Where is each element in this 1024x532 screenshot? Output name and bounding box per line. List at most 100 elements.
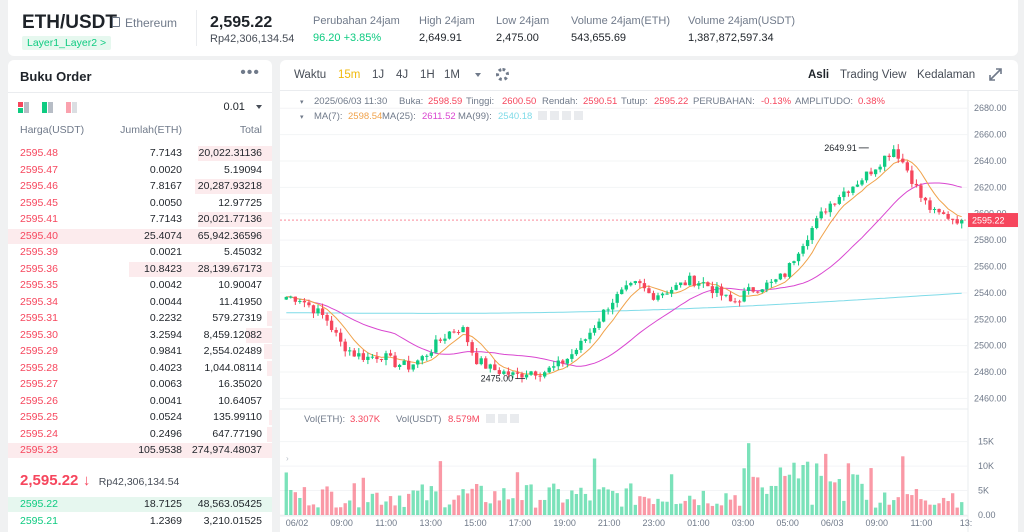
ask-row[interactable]: 2595.47 0.0020 5.19094	[8, 162, 272, 179]
candle	[456, 332, 461, 334]
row-total: 274,974.48037	[191, 444, 262, 456]
volume-bar	[339, 507, 343, 515]
volume-bar	[624, 488, 628, 515]
ask-row[interactable]: 2595.30 3.2594 8,459.12082	[8, 327, 272, 344]
ask-row[interactable]: 2595.28 0.4023 1,044.08114	[8, 360, 272, 377]
pair-symbol[interactable]: ETH/USDT	[22, 12, 117, 33]
view-both-icon[interactable]	[18, 102, 29, 113]
ask-row[interactable]: 2595.23 105.9538 274,974.48037	[8, 442, 272, 459]
ask-row[interactable]: 2595.41 7.7143 20,021.77136	[8, 211, 272, 228]
candle	[511, 372, 515, 375]
ask-row[interactable]: 2595.34 0.0044 11.41950	[8, 294, 272, 311]
layer-badge[interactable]: Layer1_Layer2 >	[22, 36, 112, 50]
interval-1j[interactable]: 1J	[372, 69, 385, 81]
legend-toggle-icon	[538, 111, 547, 120]
candle	[438, 339, 443, 341]
candle	[774, 279, 778, 282]
volume-bar	[638, 496, 642, 515]
row-total: 647.77190	[212, 427, 262, 440]
interval-15m[interactable]: 15m	[338, 69, 361, 81]
candle	[452, 331, 456, 333]
tick-size-select[interactable]: 0.01	[224, 101, 262, 113]
volume-bar	[520, 500, 524, 515]
ask-row[interactable]: 2595.35 0.0042 10.90047	[8, 277, 272, 294]
row-total: 3,210.01525	[203, 514, 262, 527]
more-options-icon[interactable]: •••	[240, 64, 260, 81]
ask-row[interactable]: 2595.40 25.4074 65,942.36596	[8, 228, 272, 245]
ask-row[interactable]: 2595.31 0.2232 579.27319	[8, 310, 272, 327]
ask-row[interactable]: 2595.46 7.8167 20,287.93218	[8, 178, 272, 195]
view-asks-icon[interactable]	[66, 102, 77, 113]
row-price: 2595.41	[20, 213, 58, 225]
volume-bar	[343, 503, 347, 515]
row-total: 1,044.08114	[204, 361, 262, 374]
y-tick-label: 2480.00	[974, 367, 1007, 377]
candle	[506, 371, 511, 375]
ask-row[interactable]: 2595.29 0.9841 2,554.02489	[8, 343, 272, 360]
ask-row[interactable]: 2595.39 0.0021 5.45032	[8, 244, 272, 261]
ask-row[interactable]: 2595.36 10.8423 28,139.67173	[8, 261, 272, 278]
ask-row[interactable]: 2595.24 0.2496 647.77190	[8, 426, 272, 443]
candlestick-chart[interactable]: 2460.00 2480.00 2500.00 2520.00 2540.00 2560.…	[280, 91, 1018, 532]
candle	[479, 358, 483, 365]
volume-bar	[493, 491, 497, 515]
more-intervals-icon[interactable]	[475, 73, 481, 77]
ask-row[interactable]: 2595.26 0.0041 10.64057	[8, 393, 272, 410]
bid-row[interactable]: 2595.21 1.2369 3,210.01525	[8, 513, 272, 530]
candle	[715, 286, 719, 293]
ask-row[interactable]: 2595.45 0.0050 12.97725	[8, 195, 272, 212]
ma99-value: 2540.18	[498, 111, 532, 122]
candle	[951, 218, 955, 220]
candle	[819, 211, 823, 219]
row-amount: 1.2369	[149, 514, 182, 527]
candle	[901, 158, 905, 163]
ask-row[interactable]: 2595.25 0.0524 135.99110	[8, 409, 272, 426]
volume-bar	[887, 504, 891, 515]
expand-icon[interactable]	[989, 68, 1002, 81]
row-total: 10.90047	[218, 279, 262, 291]
volume-bar	[429, 486, 433, 515]
settings-icon[interactable]	[496, 68, 509, 81]
volume-bar	[334, 507, 338, 515]
info-change: -0.13%	[761, 96, 792, 107]
row-total: 8,459.12082	[203, 328, 262, 341]
interval-1h[interactable]: 1H	[420, 69, 435, 81]
candle	[810, 227, 814, 241]
view-bids-icon[interactable]	[42, 102, 53, 113]
candle	[515, 372, 520, 374]
candle	[796, 253, 801, 262]
row-total: 65,942.36596	[197, 229, 262, 242]
legend-toggle-icon	[486, 414, 495, 423]
volume-bar	[805, 461, 810, 515]
info-open: 2598.59	[428, 96, 462, 107]
ask-row[interactable]: 2595.48 7.7143 20,022.31136	[8, 145, 272, 162]
view-original[interactable]: Asli	[808, 69, 830, 81]
candle	[815, 218, 819, 228]
info-icon[interactable]	[112, 17, 120, 27]
candle	[656, 295, 660, 300]
volume-bar	[873, 507, 878, 515]
candle	[329, 320, 334, 330]
interval-1m[interactable]: 1M	[444, 69, 460, 81]
volume-bar	[320, 489, 325, 515]
candle	[361, 353, 365, 360]
volume-bar	[688, 495, 692, 515]
stat-label: Perubahan 24jam	[313, 15, 400, 27]
legend-toggle-icon	[562, 111, 571, 120]
ask-row[interactable]: 2595.27 0.0063 16.35020	[8, 376, 272, 393]
volume-bar	[941, 497, 946, 515]
candle	[932, 208, 937, 210]
volume-bar	[669, 474, 674, 515]
view-depth[interactable]: Kedalaman	[917, 69, 976, 81]
y-tick-label: 2540.00	[974, 288, 1007, 298]
view-tradingview[interactable]: Trading View	[840, 69, 907, 81]
volume-bar	[425, 500, 429, 515]
current-price-tag	[968, 213, 1018, 228]
volume-bar	[561, 502, 565, 515]
volume-bar	[506, 499, 511, 515]
row-total: 10.64057	[218, 394, 262, 407]
bid-row[interactable]: 2595.22 18.7125 48,563.05425	[8, 496, 272, 513]
depth-bar	[198, 212, 272, 227]
y-tick-label: 2560.00	[974, 261, 1007, 271]
interval-4j[interactable]: 4J	[396, 69, 409, 81]
